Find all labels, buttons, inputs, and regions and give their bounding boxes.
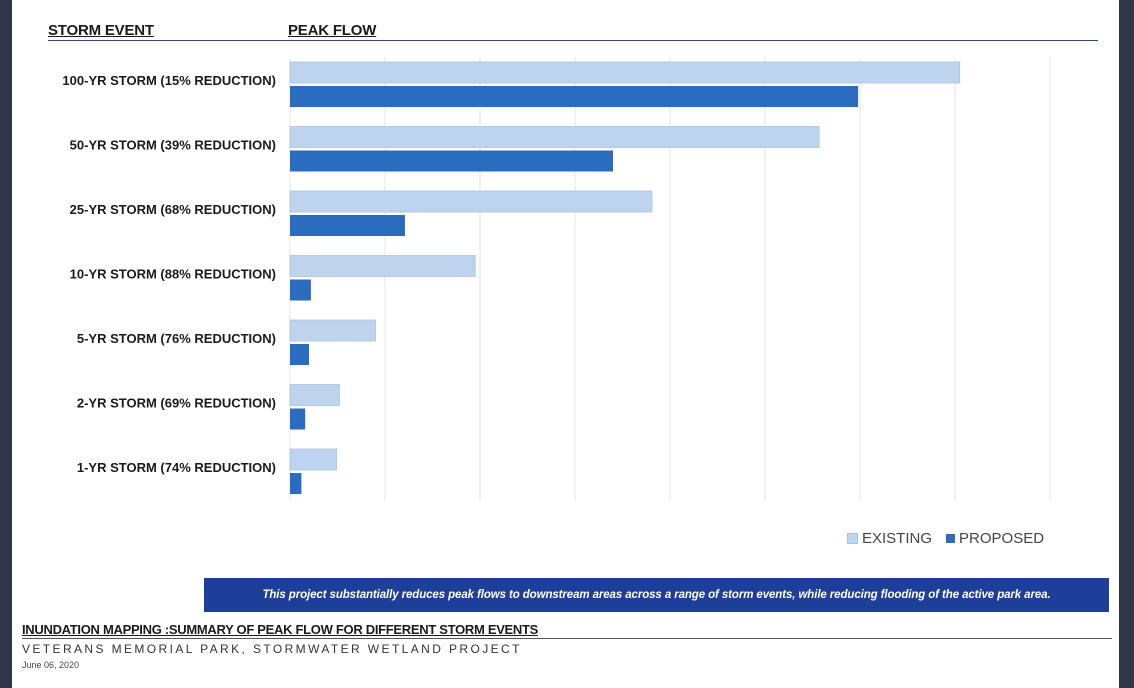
slide: STORM EVENT PEAK FLOW 100-YR STORM (15% … (12, 0, 1119, 688)
peak-flow-chart: 100-YR STORM (15% REDUCTION) 50-YR STORM … (62, 57, 1051, 501)
category-label: 25-YR STORM (68% REDUCTION) (70, 202, 276, 217)
bar-proposed (290, 279, 311, 301)
category-label: 100-YR STORM (15% REDUCTION) (62, 73, 276, 88)
bar-existing (289, 448, 337, 471)
legend-label-existing: EXISTING (862, 530, 933, 547)
bar-proposed (290, 86, 859, 107)
category-label: 2-YR STORM (69% REDUCTION) (77, 396, 276, 411)
category-label: 10-YR STORM (88% REDUCTION) (70, 267, 276, 282)
bar-proposed (290, 408, 306, 430)
legend-swatch-existing (847, 533, 858, 544)
footer-rule (22, 638, 1112, 639)
legend: EXISTING PROPOSED (847, 530, 1044, 547)
category-label: 50-YR STORM (39% REDUCTION) (70, 138, 276, 153)
storm-event-header: STORM EVENT (48, 22, 154, 39)
footer-title: INUNDATION MAPPING :SUMMARY OF PEAK FLOW… (22, 622, 539, 637)
legend-label-proposed: PROPOSED (959, 530, 1045, 547)
legend-swatch-proposed (946, 534, 956, 543)
bar-existing (289, 126, 820, 148)
bar-proposed (290, 215, 405, 236)
footer-date: June 06, 2020 (22, 660, 80, 670)
legend-item-proposed: PROPOSED (946, 530, 1044, 547)
bar-existing (289, 384, 340, 406)
peak-flow-header: PEAK FLOW (288, 22, 377, 39)
summary-banner: This project substantially reduces peak … (204, 578, 1109, 612)
category-label: 5-YR STORM (76% REDUCTION) (77, 331, 276, 346)
legend-item-existing: EXISTING (847, 530, 932, 547)
bar-proposed (290, 344, 309, 365)
bar-existing (289, 190, 653, 213)
bar-existing (289, 255, 476, 277)
footer-subtitle: VETERANS MEMORIAL PARK, STORMWATER WETLA… (22, 642, 522, 656)
header-rule (48, 40, 1098, 41)
bar-proposed (290, 150, 613, 172)
bar-existing (289, 61, 961, 84)
bar-proposed (290, 473, 302, 494)
bar-existing (289, 319, 376, 342)
category-label: 1-YR STORM (74% REDUCTION) (77, 460, 276, 475)
